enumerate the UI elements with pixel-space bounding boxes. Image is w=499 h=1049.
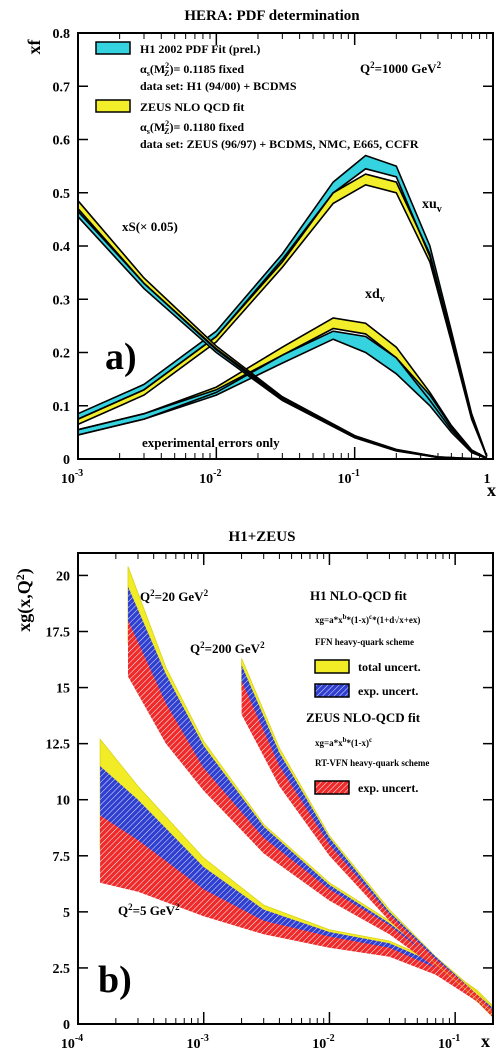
h1-alpha-label: αs(M2 Z)= 0.1185 fixed (140, 61, 244, 78)
y-tick-label: 15 (56, 682, 70, 697)
panel-b-x-axis-label: x (481, 1031, 490, 1049)
x-tick-label: 10-4 (61, 1033, 83, 1049)
y-tick-label: 17.5 (46, 626, 71, 641)
y-tick-label: 0.4 (53, 240, 71, 255)
q2-5-label: Q2=5 GeV2 (118, 902, 180, 918)
y-tick-label: 0.7 (53, 80, 71, 95)
total-uncert-label: total uncert. (358, 660, 421, 674)
xd-zeus-edge (77, 327, 488, 460)
zeus-legend-label: ZEUS NLO QCD fit (140, 100, 244, 114)
xd-h1-edge (77, 338, 487, 460)
x-tick-label: 10-3 (61, 468, 83, 487)
y-tick-label: 12.5 (46, 738, 71, 753)
y-tick-label: 0 (63, 453, 70, 468)
q2-20-total-band (127, 566, 494, 1016)
y-tick-label: 5 (63, 906, 70, 921)
xs-h1-edge (77, 208, 487, 460)
q2-20-h1-exp-band (128, 586, 493, 1015)
q2-200-label: Q2=200 GeV2 (190, 640, 265, 656)
panel-a-ticks: 10-3 10-2 10-1 1 0 0.1 0.2 0.3 0.4 0.5 0.6 0.7 0.8 (53, 27, 494, 487)
y-tick-label: 0 (63, 1018, 70, 1033)
panel-a-title: HERA: PDF determination (184, 8, 360, 24)
y-tick-label: 0.2 (53, 347, 71, 362)
zeus-dataset-label: data set: ZEUS (96/97) + BCDMS, NMC, E66… (140, 137, 419, 151)
panel-b-plot-area (99, 566, 494, 1019)
panel-b-label: b) (98, 959, 132, 1001)
x-tick-label: 1 (484, 472, 491, 487)
h1-nlo-fit-title: H1 NLO-QCD fit (310, 588, 407, 603)
q2-20-label: Q2=20 GeV2 (140, 588, 209, 604)
panel-b-y-axis-label: xg(x,Q2) (13, 568, 35, 632)
y-tick-label: 0.8 (53, 27, 71, 42)
y-tick-label: 10 (56, 794, 70, 809)
panel-a-label: a) (105, 336, 137, 378)
h1-param-formula: xg=a*xb*(1-x)c*(1+d√x+ex) (315, 613, 420, 625)
zeus-legend-swatch (95, 99, 131, 113)
panel-b-title: H1+ZEUS (229, 529, 296, 545)
xd-zeus-edge (77, 317, 488, 459)
xd-h1-band (78, 331, 487, 459)
h1-legend-label: H1 2002 PDF Fit (prel.) (140, 42, 260, 56)
zeus-exp-uncert-label: exp. uncert. (358, 781, 418, 795)
x-tick-label: 10-3 (187, 1033, 209, 1049)
x-tick-label: 10-2 (312, 1033, 334, 1049)
zeus-exp-uncert-swatch (314, 780, 350, 795)
y-tick-label: 2.5 (53, 962, 71, 977)
panel-a-chart: HERA: PDF determination xf 10-3 10-2 10-1 1… (24, 8, 496, 500)
panel-b-frame (77, 552, 494, 1025)
panel-a-y-axis-label: xf (24, 39, 44, 55)
xu-h1-edge (77, 154, 488, 457)
panel-a-x-axis-label: x (487, 480, 496, 500)
xu-h1-edge (77, 167, 488, 457)
zeus-alpha-label: αs(M2 Z)= 0.1180 fixed (140, 119, 244, 136)
x-tick-label: 10-1 (337, 468, 359, 487)
xu-zeus-edge (77, 183, 488, 457)
xuv-curve-label: xuv (422, 197, 442, 215)
zeus-param-formula: xg=a*xb*(1-x)c (315, 736, 372, 748)
experimental-errors-label: experimental errors only (142, 435, 280, 450)
xs-curve-label: xS(× 0.05) (122, 219, 178, 234)
panel-b-chart: H1+ZEUS xg(x,Q2) 10-4 10-3 10-2 10-1 0 2.5 5 7.… (13, 529, 494, 1049)
x-tick-label: 10-1 (438, 1033, 460, 1049)
q2-label-a: Q2=1000 GeV2 (360, 60, 442, 76)
total-uncert-swatch (314, 659, 350, 674)
x-tick-label: 10-2 (199, 468, 221, 487)
y-tick-label: 0.6 (53, 134, 71, 149)
xdv-curve-label: xdv (365, 287, 385, 305)
h1-exp-uncert-label: exp. uncert. (358, 684, 418, 698)
y-tick-label: 7.5 (53, 850, 71, 865)
y-tick-label: 20 (56, 569, 70, 584)
y-tick-label: 0.3 (53, 293, 71, 308)
y-tick-label: 0.5 (53, 187, 71, 202)
h1-legend-swatch (95, 41, 131, 55)
h1-exp-uncert-swatch (314, 683, 350, 698)
h1-dataset-label: data set: H1 (94/00) + BCDMS (140, 79, 297, 93)
zeus-scheme-label: RT-VFN heavy-quark scheme (315, 758, 429, 768)
xu-zeus-band (78, 174, 487, 457)
panel-b-ticks: 10-4 10-3 10-2 10-1 0 2.5 5 7.5 10 12.5 15 17.5 20 (46, 553, 494, 1049)
xd-h1-edge (77, 330, 488, 459)
y-tick-label: 0.1 (53, 400, 71, 415)
xu-zeus-edge (77, 173, 488, 457)
zeus-nlo-fit-title: ZEUS NLO-QCD fit (306, 710, 421, 725)
h1-scheme-label: FFN heavy-quark scheme (315, 637, 414, 647)
